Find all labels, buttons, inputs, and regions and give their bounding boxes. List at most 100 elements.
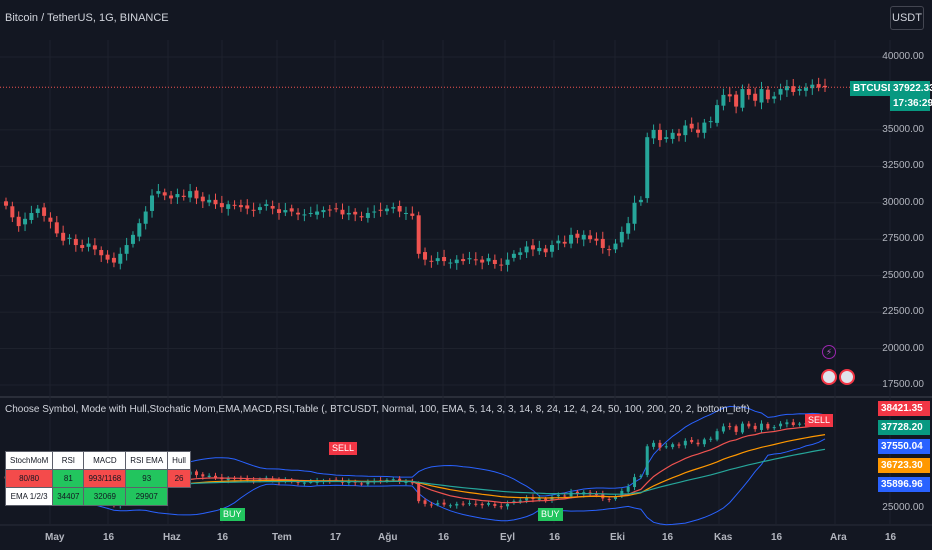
candle-body [708, 121, 713, 123]
indicator-candle-body [620, 490, 624, 496]
candle-body [556, 240, 561, 244]
indicator-candle-body [626, 486, 630, 492]
table-cell: Hull [167, 451, 191, 470]
candle-body [302, 214, 307, 216]
flash-icon[interactable]: ⚡ [822, 345, 836, 359]
price-tick: 25000.00 [882, 269, 924, 281]
candle-body [765, 89, 770, 100]
indicator-value-tag: 37728.20 [878, 420, 930, 435]
candle-body [657, 129, 662, 141]
indicator-candle-body [715, 431, 719, 440]
indicator-candle-body [766, 423, 770, 429]
indicator-candle-body [740, 423, 744, 433]
indicator-candle-body [544, 498, 548, 501]
candle-body [537, 247, 542, 252]
us-flag-icon[interactable] [821, 369, 837, 385]
indicator-candle-body [194, 471, 198, 476]
indicator-candle-body [671, 444, 675, 448]
indicator-value-tag: 36723.30 [878, 458, 930, 473]
indicator-candle-body [455, 503, 459, 506]
indicator-candle-body [690, 439, 694, 443]
candle-body [467, 258, 472, 260]
indicator-value-tag: 35896.96 [878, 477, 930, 492]
candle-body [689, 123, 694, 129]
candle-body [251, 209, 256, 211]
candle-body [448, 262, 453, 264]
indicator-candle-body [366, 481, 370, 485]
candle-body [403, 212, 408, 214]
indicator-candle-body [702, 439, 706, 445]
indicator-candle-body [214, 475, 218, 478]
candle-body [530, 245, 535, 250]
candle-body [35, 208, 40, 213]
currency-button[interactable]: USDT [890, 6, 924, 30]
table-cell: 26 [167, 469, 191, 488]
candle-body [429, 260, 434, 262]
indicator-candle-body [429, 504, 433, 506]
candle-body [492, 259, 497, 265]
candle-body [359, 216, 364, 218]
candle-body [575, 233, 580, 238]
time-tick: 16 [885, 532, 897, 543]
countdown-tag: 17:36:29 [890, 96, 932, 111]
table-cell: EMA 1/2/3 [4, 487, 54, 506]
candle-body [505, 259, 510, 265]
indicator-candle-body [518, 500, 522, 502]
indicator-candle-body [391, 479, 395, 481]
indicator-candle-body [613, 496, 617, 500]
time-tick: May [45, 532, 65, 543]
indicator-candle-body [296, 481, 300, 483]
indicator-candle-body [791, 422, 795, 426]
candle-body [219, 203, 224, 208]
indicator-candle-body [226, 477, 230, 481]
candle-body [143, 211, 148, 224]
indicator-candle-body [575, 491, 579, 494]
time-tick: Ara [830, 532, 847, 543]
candle-body [181, 195, 186, 197]
indicator-candle-body [677, 444, 681, 446]
time-tick: 16 [662, 532, 674, 543]
indicator-candle-body [537, 498, 541, 500]
indicator-candle-body [474, 503, 478, 505]
us-flag-icon[interactable] [839, 369, 855, 385]
candle-body [175, 194, 180, 198]
candle-body [791, 86, 796, 92]
price-tick: 30000.00 [882, 196, 924, 208]
candle-body [594, 238, 599, 241]
candle-body [42, 207, 47, 216]
indicator-candle-body [760, 423, 764, 430]
candle-body [600, 238, 605, 248]
indicator-axis-tick: 25000.00 [882, 502, 924, 513]
time-tick: Kas [714, 532, 733, 543]
candle-body [473, 259, 478, 261]
candle-body [416, 215, 421, 254]
candle-body [810, 84, 815, 89]
candle-body [397, 205, 402, 212]
indicator-candle-body [398, 478, 402, 482]
candle-body [226, 204, 231, 209]
candle-body [797, 89, 802, 91]
candle-body [264, 204, 269, 206]
price-tick: 20000.00 [882, 342, 924, 354]
table-cell: 34407 [52, 487, 85, 506]
table-cell: MACD [83, 451, 127, 470]
candle-body [461, 259, 466, 262]
indicator-candle-body [347, 481, 351, 483]
candle-body [676, 133, 681, 136]
candle-body [721, 94, 726, 106]
indicator-candle-body [309, 481, 313, 483]
indicator-candle-body [664, 446, 668, 448]
candle-body [188, 191, 193, 198]
candle-body [727, 94, 732, 97]
candle-body [759, 89, 764, 103]
table-row: 80/80 81 993/1168 93 26 [4, 469, 191, 488]
candle-body [289, 208, 294, 212]
indicator-title[interactable]: Choose Symbol, Mode with Hull,Stochatic … [5, 404, 750, 415]
candle-body [740, 89, 745, 108]
indicator-candle-body [683, 440, 687, 446]
indicator-candle-body [360, 483, 364, 485]
candle-body [543, 248, 548, 253]
candle-body [384, 208, 389, 212]
time-tick: 16 [217, 532, 229, 543]
